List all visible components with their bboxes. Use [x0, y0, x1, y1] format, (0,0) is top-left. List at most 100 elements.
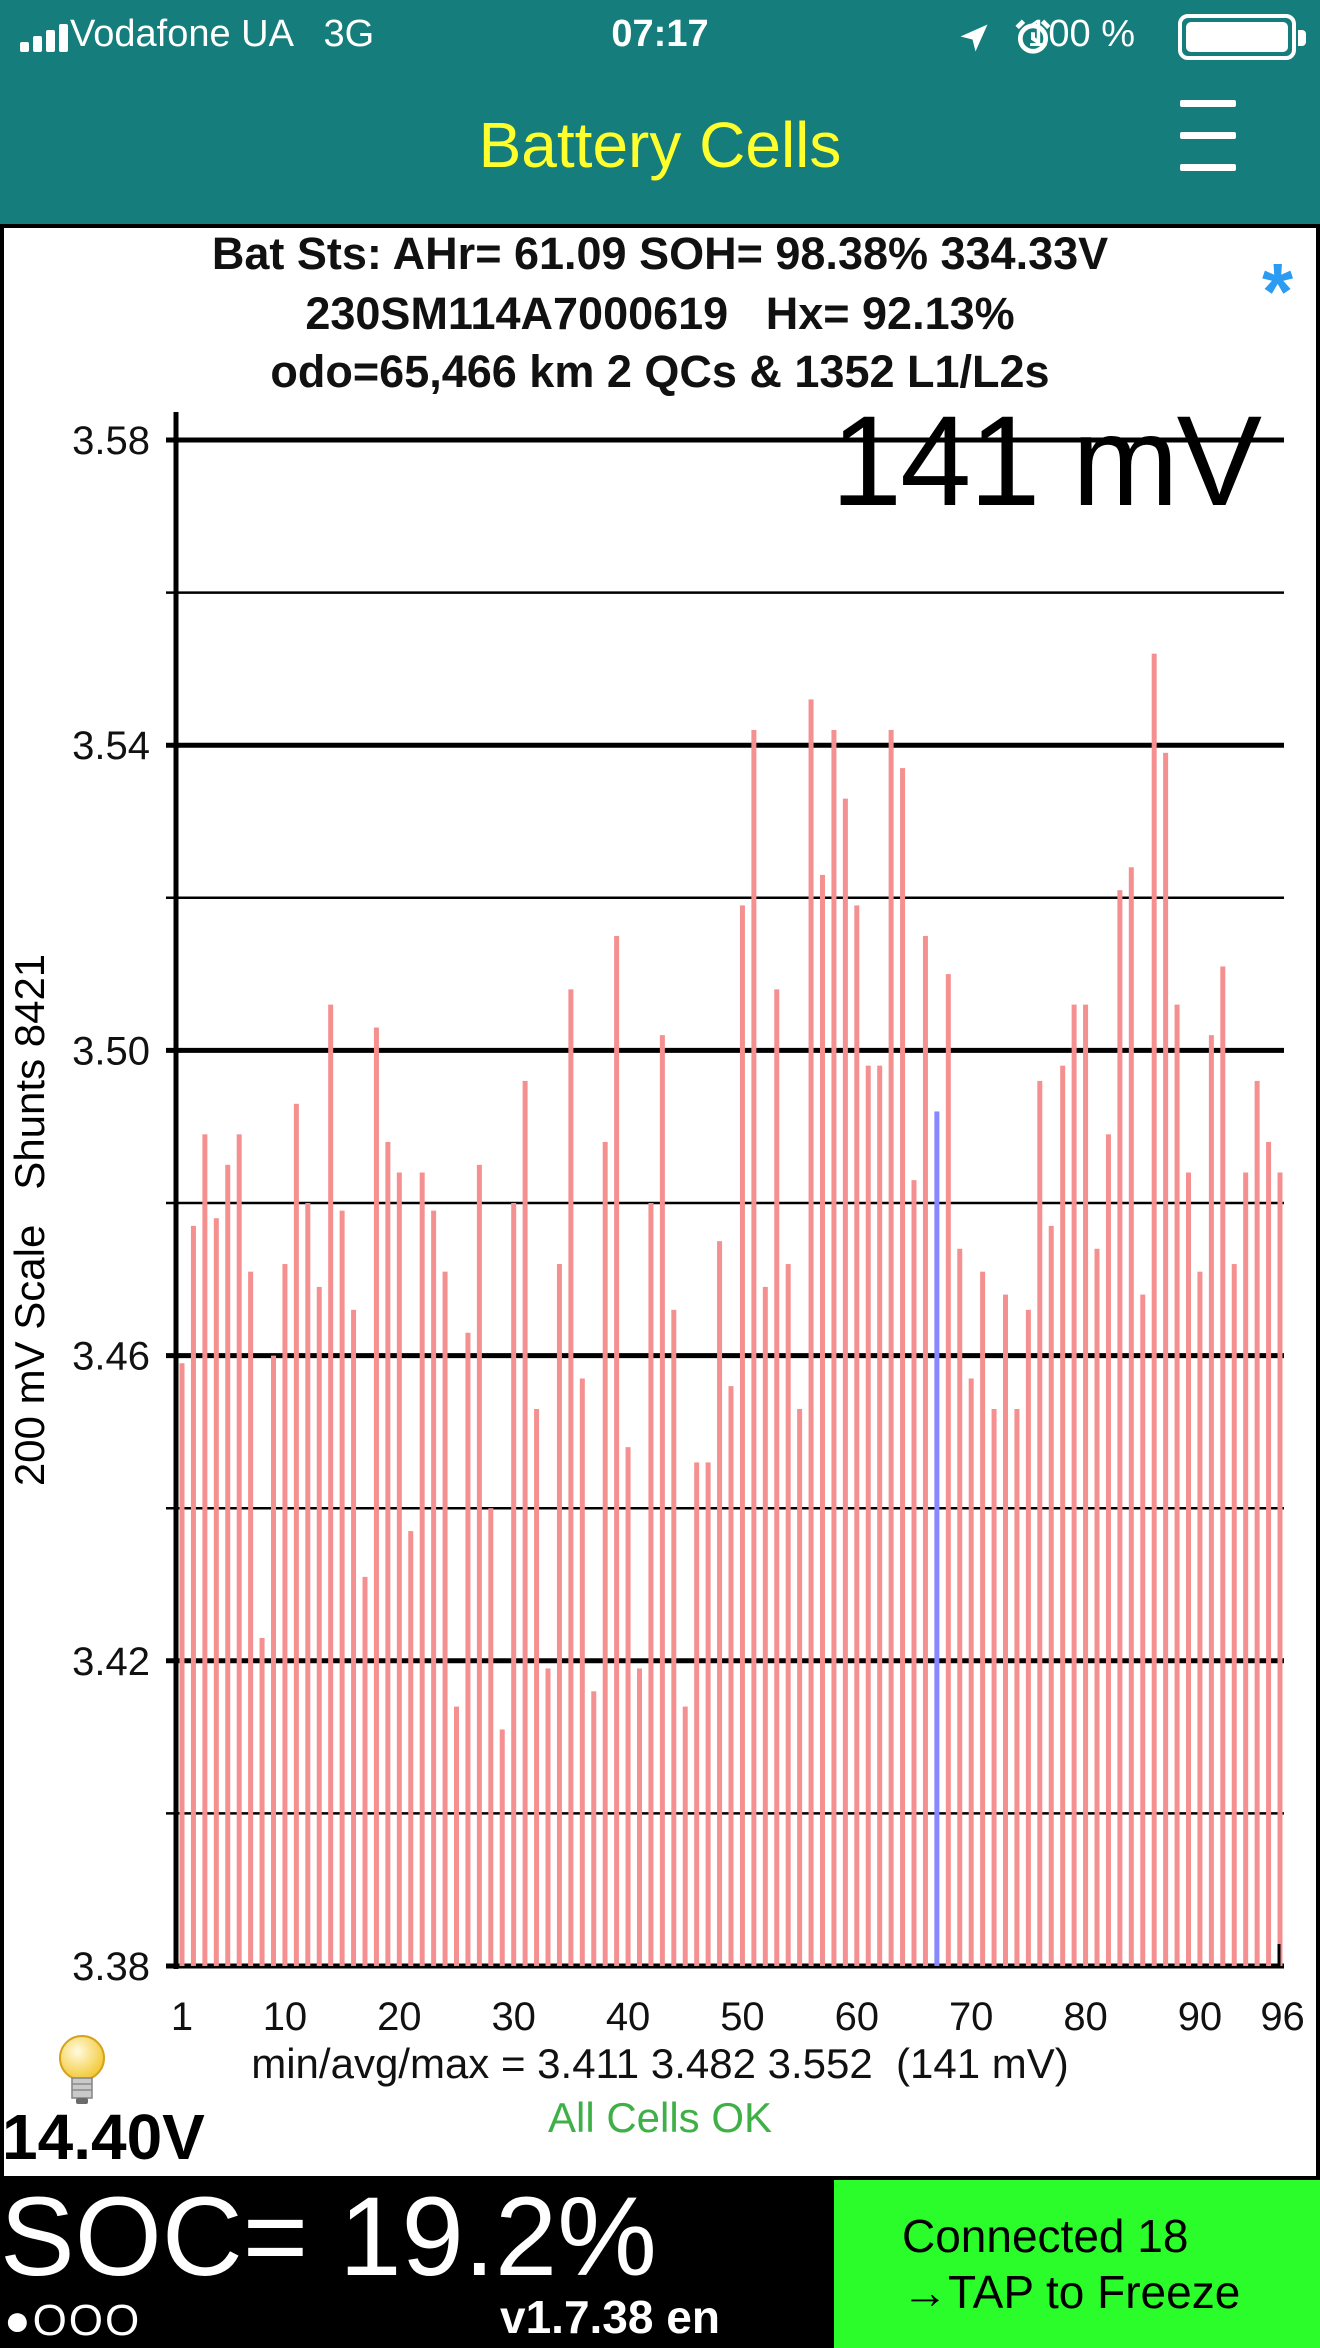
y-tick-label: 3.42 — [72, 1640, 150, 1684]
cell-bar — [900, 768, 906, 1966]
connection-status: Connected 18 — [902, 2210, 1189, 2262]
cell-bar — [465, 1332, 471, 1966]
cell-bar — [408, 1531, 414, 1966]
cell-bar — [682, 1706, 688, 1966]
cell-bar — [774, 989, 780, 1966]
cell-bar — [694, 1462, 700, 1966]
hamburger-menu-icon[interactable] — [1180, 100, 1236, 176]
cell-bar — [991, 1409, 997, 1966]
cell-bar — [1128, 867, 1134, 1966]
cell-bar — [545, 1668, 551, 1966]
cell-bar — [328, 1004, 334, 1966]
page-title: Battery Cells — [478, 109, 842, 181]
x-tick-label: 60 — [835, 1995, 880, 2039]
x-tick-label: 40 — [606, 1995, 651, 2039]
cell-bar — [1266, 1141, 1272, 1966]
cell-bar — [316, 1286, 322, 1966]
cell-bar — [282, 1264, 288, 1966]
page-dots[interactable]: ●OOO — [4, 2296, 142, 2345]
cell-bar — [1048, 1225, 1054, 1966]
x-tick-label: 10 — [263, 1995, 308, 2039]
cell-bar — [1151, 653, 1157, 1966]
cell-bar — [248, 1271, 254, 1966]
cell-bar — [842, 798, 848, 1966]
cell-voltage-chart[interactable]: 3.58 3.54 3.50 3.46 3.42 3.38 1 10 20 30 40 50 60 70… — [0, 0, 1320, 2040]
cell-bar — [396, 1172, 402, 1966]
nav-bar: Battery Cells — [0, 72, 1320, 224]
x-tick-label: 30 — [491, 1995, 536, 2039]
cell-bar — [339, 1210, 345, 1966]
cell-bar — [351, 1309, 357, 1966]
cell-bar — [179, 1363, 185, 1966]
cell-bar — [1186, 1172, 1191, 1966]
soc-readout: SOC= 19.2% — [0, 2174, 657, 2299]
cell-bar — [362, 1576, 368, 1966]
cell-bar — [454, 1706, 459, 1966]
cell-bar — [957, 1248, 963, 1966]
cell-bar — [877, 1065, 883, 1966]
cell-bar — [236, 1134, 242, 1966]
x-tick-label: 96 — [1260, 1995, 1305, 2039]
cell-bar — [705, 1462, 711, 1966]
cell-bar — [945, 974, 951, 1966]
battery-icon — [1178, 14, 1306, 60]
odometer-line: odo=65,466 km 2 QCs & 1352 L1/L2s — [270, 346, 1050, 397]
battery-status-line: Bat Sts: AHr= 61.09 SOH= 98.38% 334.33V — [211, 228, 1109, 279]
cell-bar — [659, 1035, 665, 1966]
cell-bar — [625, 1447, 631, 1966]
battery-percent: 100 % — [1027, 13, 1135, 55]
cell-bar — [717, 1241, 723, 1966]
bluetooth-star-icon[interactable]: * — [1262, 247, 1294, 336]
cell-bar — [1105, 1134, 1111, 1966]
cell-bar — [762, 1286, 768, 1966]
cell-bar — [831, 729, 837, 1967]
cell-bar — [854, 905, 860, 1967]
cell-bar — [499, 1729, 505, 1966]
cell-bar — [1174, 1004, 1180, 1966]
x-tick-label: 20 — [377, 1995, 422, 2039]
cell-bar — [637, 1668, 642, 1966]
cell-bar — [865, 1065, 871, 1966]
location-icon — [960, 24, 988, 52]
cell-bar — [671, 1309, 677, 1966]
cell-bar — [1003, 1294, 1008, 1966]
cell-bar — [1094, 1248, 1100, 1966]
y-axis-label: 200 mV Scale Shunts 8421 — [6, 954, 53, 1486]
cell-bar — [202, 1134, 208, 1966]
cell-bar — [1243, 1172, 1249, 1966]
cell-bar — [442, 1271, 448, 1966]
cell-bar — [911, 1180, 917, 1966]
signal-icon — [20, 22, 80, 52]
cell-bar — [271, 1355, 276, 1966]
cell-bar — [751, 729, 757, 1967]
cell-bar — [1140, 1294, 1146, 1966]
cell-bar — [419, 1172, 425, 1966]
x-tick-label: 90 — [1178, 1995, 1223, 2039]
aux-battery-voltage: 14.40V — [2, 2101, 205, 2173]
cell-bar — [259, 1637, 265, 1966]
cells-status: All Cells OK — [547, 2094, 773, 2141]
cell-bar — [1037, 1080, 1043, 1966]
y-tick-label: 3.46 — [72, 1335, 150, 1379]
cell-bar — [1117, 890, 1123, 1967]
cell-bar — [1220, 966, 1226, 1966]
spread-label: 141 mV — [830, 390, 1262, 533]
cell-bar — [1208, 1035, 1214, 1966]
connect-freeze-button[interactable]: Connected 18 →TAP to Freeze — [834, 2180, 1320, 2348]
cell-bar — [797, 1409, 803, 1966]
cell-bar — [579, 1378, 585, 1966]
cell-bar — [511, 1203, 517, 1966]
cell-bar — [488, 1508, 494, 1966]
cell-bar — [225, 1164, 231, 1966]
cell-bar — [739, 905, 745, 1967]
lightbulb-icon[interactable] — [56, 2034, 108, 2106]
cell-bar — [980, 1271, 986, 1966]
cell-bar — [1060, 1065, 1066, 1966]
cell-bar — [534, 1409, 540, 1966]
version-label: v1.7.38 en — [500, 2291, 720, 2343]
cell-bar — [648, 1203, 654, 1966]
cell-bar — [968, 1378, 974, 1966]
cell-bar — [888, 729, 894, 1967]
cell-bar — [728, 1386, 734, 1966]
cell-bar — [373, 1027, 379, 1966]
